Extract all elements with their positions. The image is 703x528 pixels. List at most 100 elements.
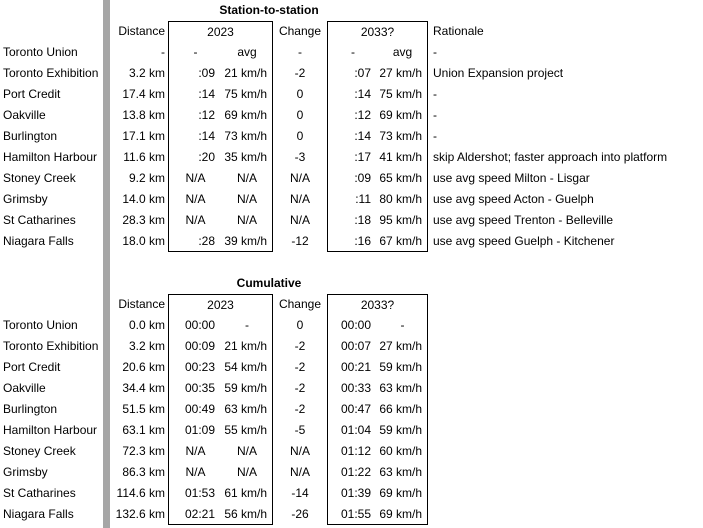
time-2023-cell: 02:21 [168, 504, 222, 525]
time-2033-cell: 01:55 [327, 504, 378, 525]
speed-2033-cell: 69 km/h [378, 105, 428, 126]
speed-2023-cell: avg [222, 42, 273, 63]
rationale-cell: Union Expansion project [433, 66, 564, 80]
speed-2033-cell: 65 km/h [378, 168, 428, 189]
station-name-cell: Burlington [3, 402, 58, 416]
distance-cell: 63.1 km [122, 423, 165, 437]
time-2023-cell: N/A [168, 168, 222, 189]
distance-cell: 20.6 km [122, 360, 165, 374]
station-table-row: St Catharines 28.3 km N/A N/A N/A :18 95… [0, 210, 703, 231]
rationale-cell: - [433, 129, 437, 143]
speed-2023-cell: N/A [222, 462, 273, 483]
distance-cell: 28.3 km [122, 213, 165, 227]
station-table-row: Port Credit 17.4 km :14 75 km/h 0 :14 75… [0, 84, 703, 105]
change-cell: N/A [289, 213, 310, 227]
speed-2023-cell: 55 km/h [222, 420, 273, 441]
speed-2033-cell: 63 km/h [378, 462, 428, 483]
speed-2033-cell: 95 km/h [378, 210, 428, 231]
time-2033-cell: :16 [327, 231, 378, 252]
station-name-cell: Niagara Falls [3, 507, 74, 521]
header-group-2023: 2023 [168, 21, 273, 42]
speed-2033-cell: 69 km/h [378, 483, 428, 504]
distance-cell: 17.1 km [122, 129, 165, 143]
rationale-cell: - [433, 108, 437, 122]
distance-cell: - [161, 45, 165, 59]
speed-2023-cell: 61 km/h [222, 483, 273, 504]
time-2023-cell: :09 [168, 63, 222, 84]
time-2023-cell: :14 [168, 126, 222, 147]
time-2033-cell: :09 [327, 168, 378, 189]
change-cell: N/A [289, 192, 310, 206]
station-table-row: Hamilton Harbour 11.6 km :20 35 km/h -3 … [0, 147, 703, 168]
distance-cell: 17.4 km [122, 87, 165, 101]
change-cell: -2 [294, 339, 306, 353]
station-name-cell: Oakville [3, 381, 46, 395]
speed-2023-cell: N/A [222, 441, 273, 462]
time-2023-cell: 00:49 [168, 399, 222, 420]
header-rationale: Rationale [433, 24, 484, 38]
change-cell: -2 [294, 381, 306, 395]
change-cell: N/A [289, 444, 310, 458]
time-2033-cell: :17 [327, 147, 378, 168]
time-2033-cell: 01:22 [327, 462, 378, 483]
speed-2033-cell: 59 km/h [378, 420, 428, 441]
change-cell: 0 [296, 87, 304, 101]
rationale-cell: skip Aldershot; faster approach into pla… [433, 150, 668, 164]
header-change: Change [278, 297, 322, 311]
time-2023-cell: 00:35 [168, 378, 222, 399]
time-2023-cell: :14 [168, 84, 222, 105]
cumulative-table-row: St Catharines 114.6 km 01:53 61 km/h -14… [0, 483, 703, 504]
header-group-2033: 2033? [327, 294, 428, 315]
time-2033-cell: :11 [327, 189, 378, 210]
time-2023-cell: 01:09 [168, 420, 222, 441]
station-name-cell: Grimsby [3, 465, 48, 479]
speed-2023-cell: 75 km/h [222, 84, 273, 105]
time-2023-cell: N/A [168, 441, 222, 462]
station-name-cell: Burlington [3, 129, 58, 143]
distance-cell: 114.6 km [116, 486, 165, 500]
change-cell: N/A [289, 171, 310, 185]
distance-cell: 14.0 km [122, 192, 165, 206]
pane-divider-bar [103, 0, 110, 528]
time-2033-cell: 01:04 [327, 420, 378, 441]
time-2023-cell: 00:09 [168, 336, 222, 357]
time-2033-cell: :07 [327, 63, 378, 84]
rationale-cell: use avg speed Milton - Lisgar [433, 171, 590, 185]
station-name-cell: Port Credit [3, 360, 61, 374]
speed-2033-cell: 80 km/h [378, 189, 428, 210]
header-group-2033: 2033? [327, 21, 428, 42]
rationale-cell: use avg speed Guelph - Kitchener [433, 234, 615, 248]
distance-cell: 72.3 km [122, 444, 165, 458]
time-2023-cell: 01:53 [168, 483, 222, 504]
station-table-header-row: Distance 2023 Change 2033? Rationale [0, 21, 703, 42]
distance-cell: 11.6 km [123, 150, 165, 164]
time-2033-cell: 01:12 [327, 441, 378, 462]
speed-2023-cell: 56 km/h [222, 504, 273, 525]
station-name-cell: Port Credit [3, 87, 61, 101]
change-cell: 0 [296, 129, 304, 143]
time-2023-cell: N/A [168, 189, 222, 210]
speed-2023-cell: 69 km/h [222, 105, 273, 126]
cumulative-table: Cumulative Distance 2023 Change 2033? To… [0, 273, 703, 525]
speed-2023-cell: 63 km/h [222, 399, 273, 420]
speed-2033-cell: 69 km/h [378, 504, 428, 525]
time-2023-cell: - [168, 42, 222, 63]
distance-cell: 3.2 km [128, 339, 165, 353]
speed-2023-cell: 59 km/h [222, 378, 273, 399]
distance-cell: 0.0 km [128, 318, 165, 332]
station-table-row: Oakville 13.8 km :12 69 km/h 0 :12 69 km… [0, 105, 703, 126]
change-cell: -14 [291, 486, 309, 500]
station-name-cell: Toronto Exhibition [3, 66, 99, 80]
rationale-cell: use avg speed Acton - Guelph [433, 192, 594, 206]
speed-2033-cell: 41 km/h [378, 147, 428, 168]
change-cell: N/A [289, 465, 310, 479]
speed-2033-cell: - [378, 315, 428, 336]
station-table-row: Grimsby 14.0 km N/A N/A N/A :11 80 km/h … [0, 189, 703, 210]
change-cell: 0 [296, 318, 304, 332]
station-name-cell: Toronto Exhibition [3, 339, 99, 353]
speed-2033-cell: 27 km/h [378, 336, 428, 357]
cumulative-table-row: Stoney Creek 72.3 km N/A N/A N/A 01:12 6… [0, 441, 703, 462]
time-2023-cell: :28 [168, 231, 222, 252]
station-table-row: Niagara Falls 18.0 km :28 39 km/h -12 :1… [0, 231, 703, 252]
